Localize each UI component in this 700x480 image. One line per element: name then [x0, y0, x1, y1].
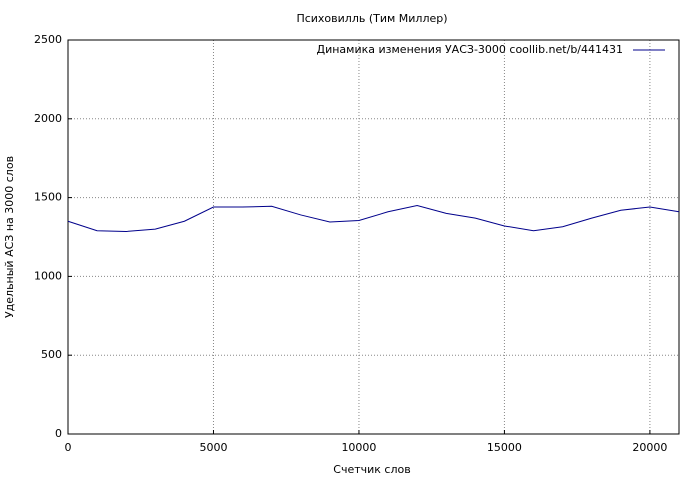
- chart-title: Психовилль (Тим Миллер): [296, 12, 447, 25]
- y-tick-label: 1000: [34, 269, 62, 282]
- plot-frame: [67, 39, 680, 435]
- x-axis-label: Счетчик слов: [333, 463, 410, 476]
- y-axis-label: Удельный АСЗ на 3000 слов: [3, 156, 16, 318]
- y-tick-label: 0: [55, 427, 62, 440]
- data-line: [67, 204, 680, 232]
- x-tick-label: 20000: [632, 441, 667, 454]
- x-tick-label: 15000: [487, 441, 522, 454]
- x-tick-label: 10000: [341, 441, 376, 454]
- y-tick-label: 500: [41, 348, 62, 361]
- x-tick-label: 0: [65, 441, 72, 454]
- x-tick-label: 5000: [199, 441, 227, 454]
- y-tick-label: 1500: [34, 191, 62, 204]
- legend-label: Динамика изменения УАСЗ-3000 coollib.net…: [317, 43, 624, 56]
- y-tick-label: 2000: [34, 112, 62, 125]
- y-tick-label: 2500: [34, 33, 62, 46]
